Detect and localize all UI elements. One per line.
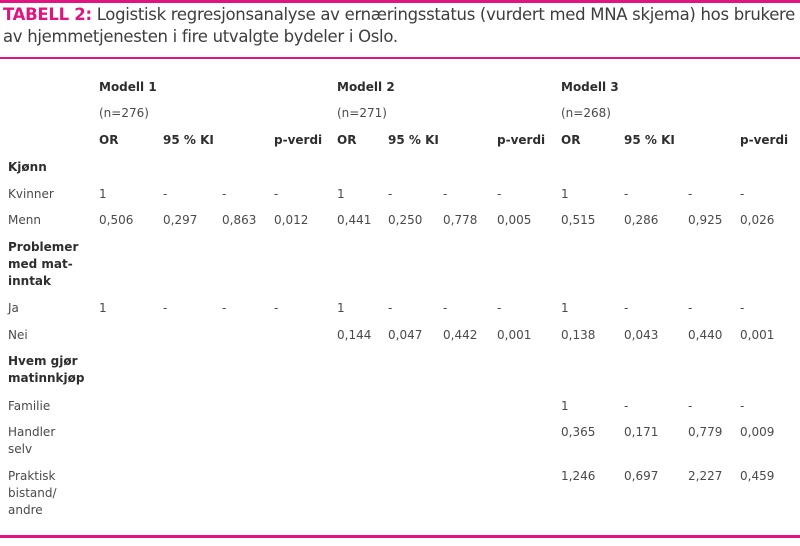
- familie-m3-or: 1: [561, 399, 569, 413]
- familie-m3-p: -: [740, 399, 745, 413]
- m1-or-header: OR: [99, 133, 119, 147]
- row-label-kvinner: Kvinner: [8, 187, 54, 201]
- row-label-handler: Handler selv: [8, 425, 56, 456]
- menn-m2-ki-low: 0,250: [388, 213, 423, 227]
- group-kjonn: Kjønn: [8, 160, 47, 174]
- caption-lead: TABELL 2:: [3, 5, 92, 24]
- praktisk-m3-ki-high: 2,227: [688, 469, 723, 483]
- table-caption: TABELL 2: Logistisk regresjonsanalyse av…: [3, 4, 798, 48]
- handler-m3-ki-high: 0,779: [688, 425, 723, 439]
- menn-m3-ki-high: 0,925: [688, 213, 723, 227]
- kvinner-m3-ki-low: -: [624, 187, 629, 201]
- menn-m1-ki-low: 0,297: [163, 213, 198, 227]
- m1-p-header: p-verdi: [274, 133, 323, 147]
- group-hvem: Hvem gjør matinnkjøp: [8, 354, 85, 385]
- model-2-n: (n=271): [337, 106, 387, 120]
- m3-p-header: p-verdi: [740, 133, 789, 147]
- bottom-rule: [0, 535, 800, 538]
- model-3-title: Modell 3: [561, 80, 619, 94]
- caption-text: Logistisk regresjonsanalyse av ernærings…: [3, 5, 796, 46]
- ja-m1-ki-high: -: [222, 301, 227, 315]
- ja-m3-p: -: [740, 301, 745, 315]
- familie-m3-ki-high: -: [688, 399, 693, 413]
- nei-m2-or: 0,144: [337, 328, 372, 342]
- top-rule: [0, 0, 800, 3]
- handler-m3-p: 0,009: [740, 425, 775, 439]
- model-2-title: Modell 2: [337, 80, 395, 94]
- kvinner-m2-or: 1: [337, 187, 345, 201]
- kvinner-m1-ki-low: -: [163, 187, 168, 201]
- kvinner-m3-p: -: [740, 187, 745, 201]
- row-label-praktisk: Praktisk bistand/ andre: [8, 469, 57, 517]
- menn-m3-or: 0,515: [561, 213, 596, 227]
- praktisk-m3-ki-low: 0,697: [624, 469, 659, 483]
- menn-m2-ki-high: 0,778: [443, 213, 478, 227]
- ja-m3-ki-high: -: [688, 301, 693, 315]
- kvinner-m3-or: 1: [561, 187, 569, 201]
- nei-m2-p: 0,001: [497, 328, 532, 342]
- kvinner-m3-ki-high: -: [688, 187, 693, 201]
- menn-m1-or: 0,506: [99, 213, 134, 227]
- menn-m2-p: 0,005: [497, 213, 532, 227]
- familie-m3-ki-low: -: [624, 399, 629, 413]
- nei-m2-ki-high: 0,442: [443, 328, 478, 342]
- row-label-familie: Familie: [8, 399, 51, 413]
- kvinner-m2-ki-high: -: [443, 187, 448, 201]
- m1-ki-header: 95 % KI: [163, 133, 214, 147]
- menn-m1-ki-high: 0,863: [222, 213, 257, 227]
- group-problemer: Problemer med mat-inntak: [8, 240, 79, 288]
- praktisk-m3-p: 0,459: [740, 469, 775, 483]
- ja-m3-or: 1: [561, 301, 569, 315]
- kvinner-m1-ki-high: -: [222, 187, 227, 201]
- praktisk-m3-or: 1,246: [561, 469, 596, 483]
- menn-m3-ki-low: 0,286: [624, 213, 659, 227]
- m3-ki-header: 95 % KI: [624, 133, 675, 147]
- row-label-nei: Nei: [8, 328, 28, 342]
- m2-p-header: p-verdi: [497, 133, 546, 147]
- row-label-ja: Ja: [8, 301, 19, 315]
- ja-m2-p: -: [497, 301, 502, 315]
- m2-ki-header: 95 % KI: [388, 133, 439, 147]
- kvinner-m2-ki-low: -: [388, 187, 393, 201]
- menn-m1-p: 0,012: [274, 213, 309, 227]
- model-3-n: (n=268): [561, 106, 611, 120]
- ja-m2-ki-high: -: [443, 301, 448, 315]
- kvinner-m1-p: -: [274, 187, 279, 201]
- ja-m1-or: 1: [99, 301, 107, 315]
- model-1-n: (n=276): [99, 106, 149, 120]
- ja-m1-p: -: [274, 301, 279, 315]
- nei-m2-ki-low: 0,047: [388, 328, 423, 342]
- nei-m3-ki-low: 0,043: [624, 328, 659, 342]
- m3-or-header: OR: [561, 133, 581, 147]
- kvinner-m1-or: 1: [99, 187, 107, 201]
- nei-m3-ki-high: 0,440: [688, 328, 723, 342]
- ja-m3-ki-low: -: [624, 301, 629, 315]
- model-1-title: Modell 1: [99, 80, 157, 94]
- handler-m3-or: 0,365: [561, 425, 596, 439]
- ja-m2-ki-low: -: [388, 301, 393, 315]
- menn-m2-or: 0,441: [337, 213, 372, 227]
- ja-m2-or: 1: [337, 301, 345, 315]
- nei-m3-or: 0,138: [561, 328, 596, 342]
- header-rule: [0, 57, 800, 59]
- menn-m3-p: 0,026: [740, 213, 775, 227]
- handler-m3-ki-low: 0,171: [624, 425, 659, 439]
- ja-m1-ki-low: -: [163, 301, 168, 315]
- row-label-menn: Menn: [8, 213, 41, 227]
- nei-m3-p: 0,001: [740, 328, 775, 342]
- m2-or-header: OR: [337, 133, 357, 147]
- kvinner-m2-p: -: [497, 187, 502, 201]
